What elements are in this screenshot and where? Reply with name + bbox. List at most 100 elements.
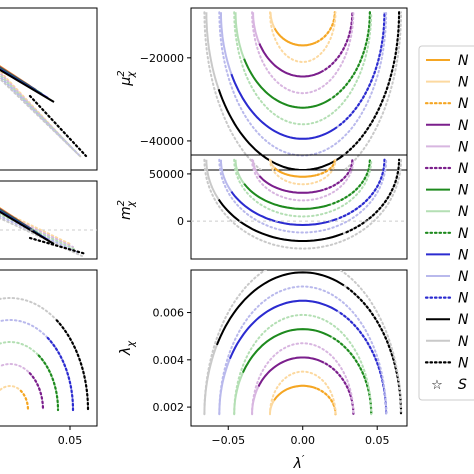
series-line-light-dotted: [0, 385, 29, 411]
series-line-dotted: [316, 158, 336, 176]
series-line-solid: [0, 210, 55, 245]
series-line-solid: [273, 384, 317, 401]
y-tick-label: 0: [177, 215, 184, 228]
series-line-light-dotted: [0, 319, 74, 411]
legend-label: N: [458, 226, 469, 242]
series-line-light-dotted: [203, 11, 402, 170]
series-line-solid: [257, 356, 325, 387]
series-line-light-dotted: [0, 75, 80, 156]
series-line-dotted: [332, 337, 373, 416]
panel-right-middle: 50000 0: [149, 154, 408, 260]
panel-frame: [190, 154, 408, 260]
legend-label: N: [458, 334, 469, 350]
legend-label: N: [458, 53, 469, 69]
series-line-solid: [243, 183, 332, 210]
legend-label: N: [458, 75, 469, 91]
series-line-solid: [258, 175, 324, 194]
series-line-light-dotted: [0, 77, 83, 159]
series-line-light-dotted: [218, 158, 388, 234]
legend-label: N: [458, 204, 469, 220]
series-line-dotted: [332, 11, 371, 99]
panel-frame: [0, 7, 98, 171]
series-line-light-dotted: [218, 11, 388, 157]
series-line-dotted: [338, 11, 386, 127]
series-line-solid: [243, 58, 332, 109]
panel-frame: [0, 269, 98, 427]
x-tick-label: −0.05: [211, 434, 245, 447]
panel-frame: [190, 7, 408, 171]
series-line-dotted: [345, 158, 401, 234]
series-line-dotted: [28, 94, 88, 158]
series-line-dotted: [345, 11, 401, 154]
series-line-light-dotted: [269, 11, 337, 63]
legend-label: N: [458, 269, 469, 285]
series-line-solid: [230, 73, 338, 140]
panel-frame: [190, 269, 408, 427]
series-line-light-dotted: [218, 285, 388, 416]
series-line-light-dotted: [0, 217, 83, 257]
series-line-dotted: [332, 158, 371, 205]
y-tick-label: 50000: [149, 168, 184, 181]
series-line-light-dotted: [0, 297, 89, 411]
legend-label: N: [458, 291, 469, 307]
legend-label: N: [458, 161, 469, 177]
legend-label: N: [458, 139, 469, 155]
series-line-dotted: [316, 387, 337, 416]
x-tick-label: 0.05: [365, 434, 390, 447]
series-line-light-dotted: [251, 158, 355, 202]
y-axis-label-lambda-chi: λχ: [118, 340, 137, 356]
y-tick-label: 0.004: [153, 354, 185, 367]
series-line-light-dotted: [233, 158, 373, 218]
series-line-light: [269, 384, 337, 415]
legend-label: N: [458, 247, 469, 263]
series-line-light-dotted: [233, 11, 373, 126]
legend-label: N: [458, 118, 469, 134]
series-line-light-dotted: [251, 342, 355, 416]
x-tick-label: 0.05: [58, 434, 83, 447]
series-line-solid: [0, 68, 55, 103]
legend-label: S: [458, 377, 467, 393]
series-line-light: [269, 159, 336, 178]
panel-right-bottom: 0.006 0.004 0.002 −0.05 0.00 0.05: [153, 269, 408, 447]
series-line-light-dotted: [0, 341, 59, 411]
legend-frame: [418, 45, 474, 401]
series-line-solid: [217, 88, 344, 170]
series-line-dotted: [46, 336, 75, 412]
legend-label: N: [458, 355, 469, 371]
legend-label: N: [458, 96, 469, 112]
series-line-dotted: [28, 372, 45, 412]
y-tick-label: 0.002: [153, 401, 185, 414]
series-line-light-dotted: [233, 313, 373, 416]
series-line-dotted: [324, 158, 354, 191]
series-line-light-dotted: [203, 270, 402, 416]
series-line-light-dotted: [251, 11, 355, 95]
series-line-light: [252, 12, 354, 78]
x-tick-label: 0.00: [290, 434, 315, 447]
panel-left-middle: [0, 180, 98, 260]
y-tick-label: −40000: [140, 135, 184, 148]
series-line-solid: [215, 271, 345, 346]
series-line-dotted: [316, 11, 336, 43]
series-line-dotted: [55, 319, 90, 412]
series-line-solid: [217, 198, 344, 242]
legend-star-marker: ☆: [431, 378, 443, 393]
series-line-dotted: [28, 236, 88, 256]
series-line-solid: [230, 191, 338, 227]
series-line-light-dotted: [269, 370, 337, 416]
series-line-solid: [241, 328, 332, 374]
y-axis-label-m: m2χ: [116, 200, 137, 220]
y-tick-label: −20000: [140, 52, 184, 65]
series-line-light-dotted: [203, 158, 402, 250]
legend-label: N: [458, 312, 469, 328]
series-line-light: [269, 12, 336, 47]
series-line-dotted: [338, 158, 386, 219]
panel-left-top: [0, 7, 98, 171]
series-line-solid: [273, 27, 317, 47]
series-line-solid: [273, 167, 317, 178]
series-line-solid: [258, 43, 324, 78]
panel-frame: [0, 180, 98, 260]
panel-left-bottom: 0.05: [0, 269, 98, 447]
series-line-dotted: [37, 354, 60, 412]
